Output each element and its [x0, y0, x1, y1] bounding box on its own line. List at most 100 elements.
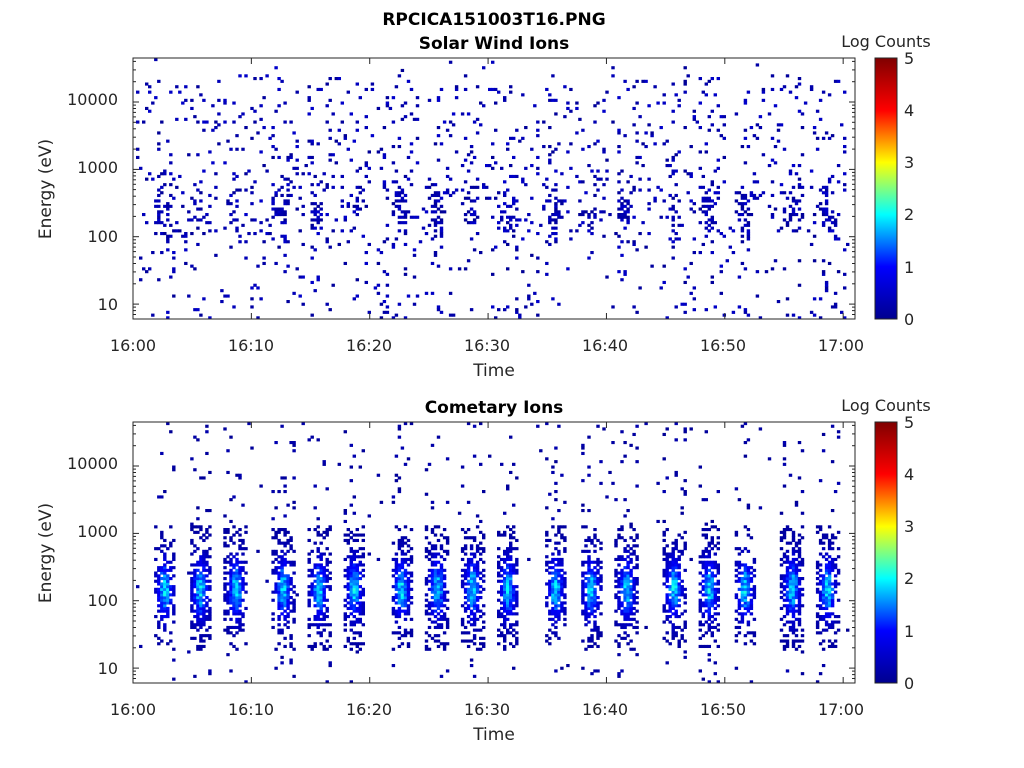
spectrogram-cell [503, 571, 507, 575]
spectrogram-cell [163, 563, 167, 567]
y-tick-label: 1000 [77, 158, 118, 177]
spectrogram-cell [617, 528, 621, 532]
spectrogram-cell [515, 623, 519, 627]
spectrogram-cell [172, 587, 176, 591]
spectrogram-cell [280, 590, 284, 594]
spectrogram-cell [782, 533, 787, 537]
spectrogram-cell [743, 161, 748, 165]
spectrogram-cell [668, 566, 672, 570]
spectrogram-cell [187, 294, 191, 298]
spectrogram-cell [286, 177, 290, 181]
spectrogram-cell [211, 161, 215, 165]
spectrogram-cell [226, 449, 230, 453]
spectrogram-cell [208, 470, 212, 475]
spectrogram-cell [674, 547, 678, 551]
spectrogram-cell [740, 229, 745, 233]
spectrogram-cell [319, 612, 323, 616]
spectrogram-cell [779, 87, 784, 92]
spectrogram-cell [280, 585, 284, 589]
spectrogram-cell [545, 272, 549, 276]
spectrogram-cell [617, 145, 621, 149]
spectrogram-cell [677, 566, 681, 570]
spectrogram-cell [295, 90, 299, 94]
spectrogram-cell [683, 587, 687, 591]
spectrogram-cell [843, 272, 847, 276]
spectrogram-cell [349, 560, 354, 564]
spectrogram-cell [439, 593, 444, 597]
spectrogram-cell [689, 557, 693, 562]
spectrogram-cell [671, 215, 675, 219]
spectrogram-cell [626, 617, 630, 621]
spectrogram-cell [797, 541, 802, 545]
spectrogram-cell [791, 536, 796, 540]
spectrogram-cell [403, 571, 408, 575]
spectrogram-cell [827, 571, 832, 575]
spectrogram-cell [475, 117, 480, 121]
spectrogram-cell [629, 560, 633, 564]
spectrogram-cell [671, 120, 675, 124]
spectrogram-cell [322, 568, 326, 572]
spectrogram-cell [163, 601, 167, 605]
spectrogram-cell [472, 155, 477, 160]
spectrogram-cell [704, 568, 709, 572]
spectrogram-cell [821, 601, 826, 605]
spectrogram-cell [843, 145, 847, 149]
spectrogram-cell [500, 587, 504, 591]
spectrogram-cell [602, 234, 606, 238]
spectrogram-cell [674, 232, 678, 236]
spectrogram-cell [782, 574, 787, 578]
spectrogram-cell [827, 615, 832, 619]
spectrogram-cell [629, 606, 633, 611]
spectrogram-cell [632, 305, 636, 309]
spectrogram-cell [809, 87, 814, 92]
spectrogram-cell [554, 585, 558, 589]
spectrogram-cell [512, 536, 516, 540]
spectrogram-cell [554, 596, 558, 600]
spectrogram-cell [286, 587, 290, 591]
spectrogram-cell [367, 552, 372, 556]
spectrogram-cell [340, 199, 345, 203]
spectrogram-cell [794, 541, 799, 545]
spectrogram-cell [791, 207, 796, 211]
spectrogram-cell [509, 642, 513, 646]
spectrogram-cell [409, 183, 414, 187]
spectrogram-cell [590, 232, 594, 236]
spectrogram-cell [199, 528, 203, 532]
spectrogram-cell [283, 528, 287, 532]
spectrogram-cell [740, 196, 745, 200]
spectrogram-cell [319, 598, 323, 602]
spectrogram-cell [199, 639, 203, 643]
spectrogram-cell [292, 620, 296, 624]
spectrogram-cell [701, 528, 706, 532]
spectrogram-cell [611, 66, 615, 70]
spectrogram-cell [361, 612, 366, 616]
spectrogram-cell [391, 596, 396, 600]
spectrogram-cell [587, 568, 591, 572]
x-tick-label: 16:40 [582, 336, 628, 355]
spectrogram-cell [343, 644, 348, 649]
spectrogram-cell [782, 555, 787, 559]
spectrogram-cell [791, 579, 796, 583]
spectrogram-cell [241, 579, 245, 583]
spectrogram-cell [199, 596, 203, 600]
spectrogram-cell [241, 147, 245, 151]
spectrogram-cell [551, 552, 555, 556]
spectrogram-cell [593, 566, 597, 570]
spectrogram-cell [827, 601, 832, 605]
spectrogram-cell [232, 596, 236, 600]
spectrogram-cell [331, 112, 335, 116]
spectrogram-cell [674, 470, 678, 475]
spectrogram-cell [247, 422, 251, 426]
spectrogram-cell [349, 577, 354, 581]
spectrogram-cell [692, 117, 697, 121]
spectrogram-cell [415, 294, 420, 298]
spectrogram-cell [436, 193, 441, 198]
spectrogram-cell [469, 237, 474, 241]
spectrogram-cell [806, 229, 811, 233]
spectrogram-cell [304, 164, 308, 168]
spectrogram-cell [704, 196, 709, 200]
spectrogram-cell [463, 582, 468, 586]
spectrogram-cell [205, 615, 209, 619]
spectrogram-cell [196, 207, 200, 211]
spectrogram-cell [506, 142, 510, 146]
